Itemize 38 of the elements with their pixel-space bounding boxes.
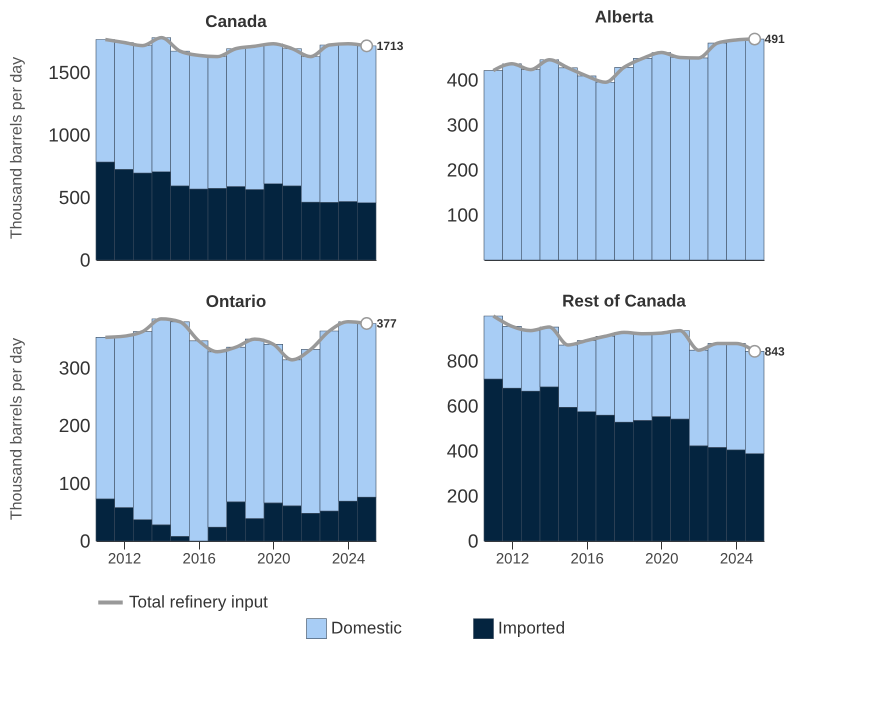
y-tick-label: 0	[468, 532, 478, 552]
y-tick-label: 200	[446, 160, 478, 182]
y-tick-label: 400	[446, 70, 478, 92]
legend-label: Domestic	[331, 618, 402, 638]
chart-title: Rest of Canada	[562, 291, 686, 310]
y-tick-label: 600	[446, 396, 478, 418]
data-label: 1713	[376, 38, 404, 53]
y-axis-title: Thousand barrels per day	[8, 56, 26, 240]
y-tick-label: 1000	[48, 126, 90, 146]
y-tick-label: 300	[58, 358, 90, 380]
y-tick-label: 100	[446, 206, 478, 226]
x-tick-label: 2020	[257, 550, 291, 568]
data-label: 377	[376, 316, 398, 330]
x-tick-label: 2012	[496, 550, 530, 568]
y-tick-label: 400	[446, 442, 478, 462]
x-tick-label: 2020	[645, 550, 679, 568]
x-tick-label: 2024	[332, 550, 366, 568]
x-tick-label: 2016	[570, 550, 604, 568]
x-tick-label: 2024	[720, 550, 754, 568]
y-tick-label: 200	[446, 486, 478, 508]
y-axis-title: Thousand barrels per day	[8, 338, 26, 520]
y-tick-label: 200	[58, 416, 90, 438]
y-tick-label: 1500	[48, 63, 90, 84]
y-tick-label: 0	[80, 250, 90, 272]
y-tick-label: 800	[446, 352, 478, 372]
chart-title: Canada	[205, 12, 268, 31]
x-tick-label: 2016	[182, 550, 216, 568]
y-tick-label: 100	[58, 474, 90, 495]
y-tick-label: 0	[80, 532, 90, 552]
y-tick-label: 500	[58, 188, 90, 209]
chart-title: Ontario	[206, 292, 266, 311]
legend-label: Total refinery input	[129, 592, 268, 612]
x-tick-label: 2012	[108, 550, 142, 568]
legend-label: Imported	[498, 618, 566, 638]
data-label: 843	[764, 344, 786, 358]
data-label: 491	[764, 32, 786, 46]
y-tick-label: 300	[446, 116, 478, 136]
chart-title: Alberta	[594, 7, 654, 26]
